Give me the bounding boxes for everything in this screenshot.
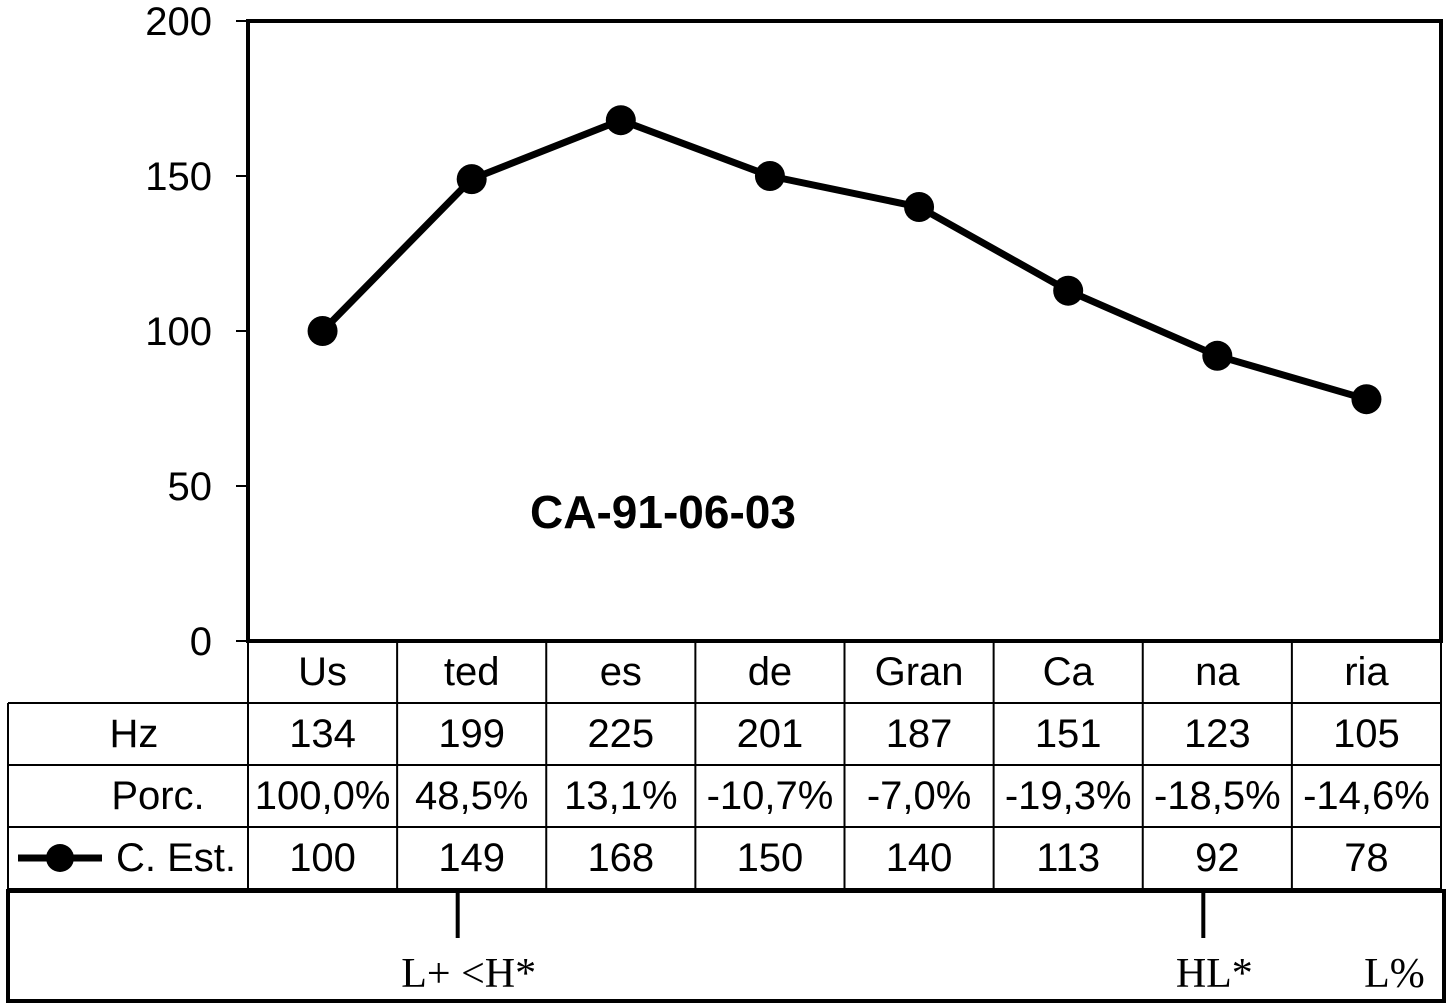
data-point (1053, 275, 1084, 306)
table-cell: 123 (1184, 712, 1251, 756)
table-cell: 100,0% (255, 774, 391, 818)
table-cell: -19,3% (1005, 774, 1132, 818)
table-cell: -18,5% (1154, 774, 1281, 818)
table-cell: 151 (1035, 712, 1102, 756)
x-category-label: Ca (1043, 650, 1095, 694)
table-cell: 134 (289, 712, 356, 756)
table-cell: 113 (1036, 836, 1100, 880)
y-tick-label: 0 (190, 620, 212, 664)
x-category-label: ria (1344, 650, 1389, 694)
y-tick-label: 200 (145, 0, 212, 44)
table-cell: -14,6% (1303, 774, 1430, 818)
data-point (754, 161, 785, 191)
table-cell: 199 (438, 712, 505, 756)
table-cell: 100 (289, 836, 356, 880)
data-point (904, 192, 935, 222)
data-point (1351, 384, 1382, 415)
row-label: Hz (110, 712, 159, 756)
annotation-frame (6, 889, 1446, 1003)
table-cell: 48,5% (415, 774, 528, 818)
table-cell: 149 (438, 836, 505, 880)
y-tick-label: 50 (168, 465, 213, 509)
y-tick-label: 100 (145, 310, 212, 354)
annotation-label: HL* (1176, 951, 1253, 997)
x-category-label: Gran (875, 650, 964, 694)
y-tick-label: 150 (145, 155, 212, 199)
series-line (320, 116, 1368, 403)
table-cell: -7,0% (867, 774, 972, 818)
table-cell: -10,7% (707, 774, 834, 818)
data-point (605, 105, 636, 136)
x-category-label: de (748, 650, 793, 694)
x-category-label: es (600, 650, 642, 694)
table-cell: 140 (886, 836, 953, 880)
table-cell: 168 (587, 836, 654, 880)
plot-frame (246, 19, 1443, 643)
annotation-label: L% (1364, 951, 1425, 997)
row-label: Porc. (111, 774, 204, 818)
data-table: Us ted es de Gran Ca na ria Hz 134 199 225 201 187 151… (7, 641, 1442, 890)
chart-title: CA-91-06-03 (530, 486, 796, 538)
table-cell: 92 (1195, 836, 1240, 880)
table-cell: 78 (1344, 836, 1389, 880)
data-point (307, 316, 338, 346)
x-category-label: Us (298, 650, 347, 694)
chart-series (307, 105, 1382, 415)
table-cell: 225 (587, 712, 654, 756)
data-point (456, 164, 487, 195)
table-cell: 187 (886, 712, 953, 756)
table-cell: 201 (737, 712, 804, 756)
legend-marker (46, 844, 74, 872)
chart-axes: 0 50 100 150 200 (145, 0, 1443, 664)
table-cell: 13,1% (564, 774, 677, 818)
x-category-label: na (1195, 650, 1240, 694)
annotation-label: L+ <H* (401, 951, 536, 997)
annotation-box: L+ <H* HL* L% (6, 889, 1446, 1003)
table-cell: 105 (1333, 712, 1400, 756)
table-cell: 150 (737, 836, 804, 880)
data-point (1202, 340, 1233, 371)
x-category-label: ted (444, 650, 500, 694)
row-label: C. Est. (116, 836, 236, 880)
